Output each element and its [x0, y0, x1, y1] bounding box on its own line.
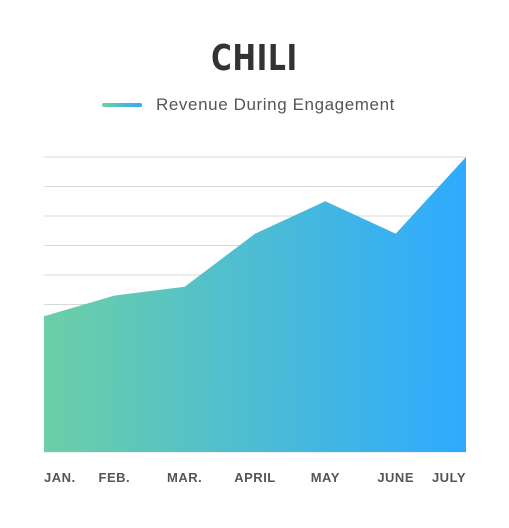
x-tick-label: JAN.: [44, 470, 76, 485]
legend: Revenue During Engagement: [102, 94, 395, 116]
x-tick-label: APRIL: [234, 470, 276, 485]
legend-swatch: [102, 103, 142, 107]
legend-label: Revenue During Engagement: [156, 95, 395, 114]
revenue-area: [44, 157, 466, 452]
x-tick-label: FEB.: [99, 470, 131, 485]
chart-title: CHILI: [211, 38, 298, 79]
x-tick-label: MAY: [311, 470, 340, 485]
x-tick-label: MAR.: [167, 470, 202, 485]
x-tick-label: JULY: [432, 470, 466, 485]
x-tick-label: JUNE: [377, 470, 414, 485]
